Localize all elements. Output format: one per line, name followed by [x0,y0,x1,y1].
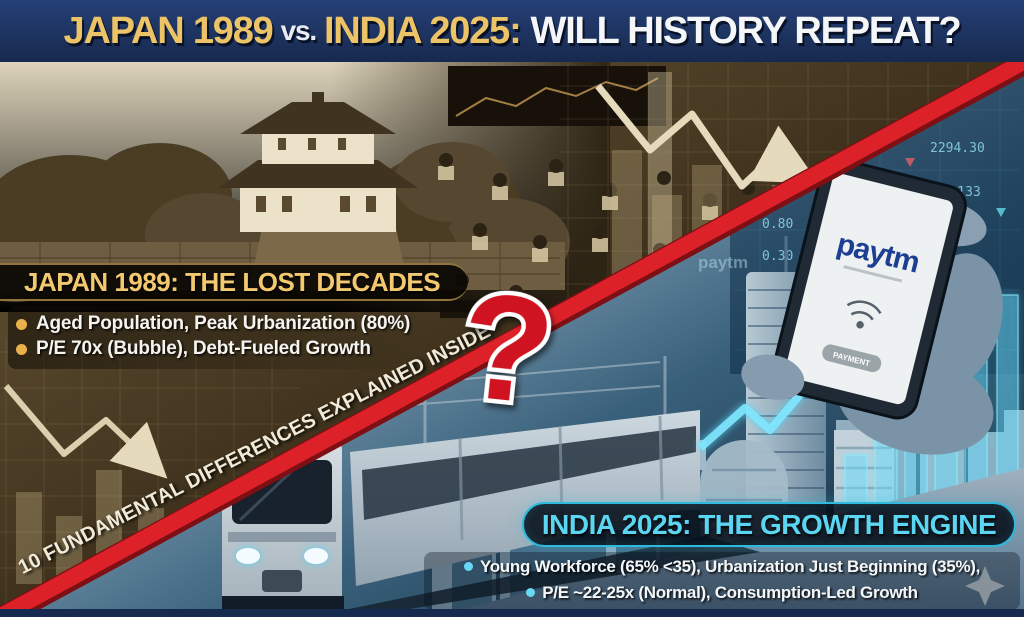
japan-bullet-2: P/E 70x (Bubble), Debt-Fueled Growth [16,338,410,360]
track-trench [310,536,760,617]
bottom-navy-strip [0,609,1024,617]
japan-bullet-1: Aged Population, Peak Urbanization (80%) [16,313,410,335]
ticker-value: 2294.30 [930,141,985,156]
india-bullet-2-text: P/E ~22-25x (Normal), Consumption-Led Gr… [542,583,918,602]
title-vs: vs. [280,15,318,46]
japan-bullet-2-text: P/E 70x (Bubble), Debt-Fueled Growth [36,338,371,359]
paytm-watermark: paytm [698,253,748,272]
india-bullet-1: Young Workforce (65% <35), Urbanization … [424,554,1020,580]
bullet-dot-gold [16,318,27,330]
contactless-icon [846,300,882,329]
india-bullet-2: P/E ~22-25x (Normal), Consumption-Led Gr… [424,580,1020,606]
paytm-phone-illustration: paytm PAYMENT [741,158,1003,455]
india-header-label: INDIA 2025: THE GROWTH ENGINE [541,508,997,540]
bullet-dot-cyan [463,562,473,572]
japan-header-label: JAPAN 1989: THE LOST DECADES [24,266,441,297]
question-mark-icon: ? [453,260,562,437]
bullet-dot-cyan [526,588,536,598]
japan-bullet-list: Aged Population, Peak Urbanization (80%)… [8,306,425,369]
title-india: INDIA 2025: [323,10,522,52]
headlights [236,548,328,564]
title-question: WILL HISTORY REPEAT? [530,10,962,52]
downtrend-arrow-small-icon [3,384,168,479]
title-banner: JAPAN 1989 vs. INDIA 2025: WILL HISTORY … [0,0,1024,62]
india-bullet-list: Young Workforce (65% <35), Urbanization … [424,552,1020,610]
bullet-dot-gold [16,343,27,355]
sparkle-icon [965,566,1005,606]
japan-bullet-1-text: Aged Population, Peak Urbanization (80%) [36,313,411,334]
india-bullet-1-text: Young Workforce (65% <35), Urbanization … [479,557,981,576]
downtrend-arrow-icon [595,83,819,190]
india-header-pill: INDIA 2025: THE GROWTH ENGINE [522,502,1016,547]
japan-header-bar: JAPAN 1989: THE LOST DECADES [0,263,468,301]
ticker-value: 0.80 [762,217,793,232]
title-japan: JAPAN 1989 [63,10,274,52]
